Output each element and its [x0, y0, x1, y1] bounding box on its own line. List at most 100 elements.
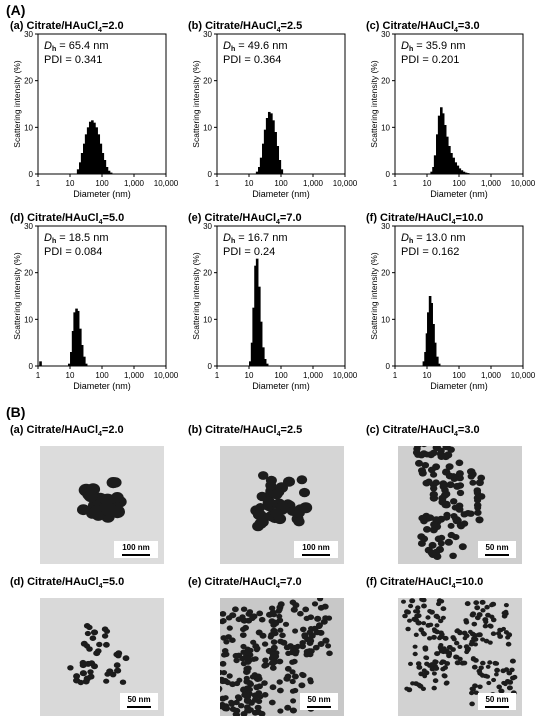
bar [274, 132, 277, 174]
nanoparticle [500, 668, 506, 674]
nanoparticle [475, 479, 484, 487]
bar [80, 345, 84, 366]
x-tick-label: 100 [274, 179, 288, 188]
nanoparticle [410, 681, 415, 686]
nanoparticle [445, 472, 454, 480]
nanoparticle [270, 639, 278, 645]
nanoparticle [431, 685, 437, 691]
pdi-annotation: PDI = 0.162 [401, 246, 459, 258]
nanoparticle [463, 620, 470, 625]
x-tick-label: 10 [245, 179, 254, 188]
nanoparticle [413, 632, 419, 637]
chart-f-title: (f) Citrate/HAuCl4=10.0 [366, 212, 484, 227]
nanoparticle [421, 446, 427, 448]
nanoparticle [474, 509, 482, 516]
bar [454, 162, 458, 174]
nanoparticle [474, 504, 482, 511]
nanoparticle [416, 682, 422, 688]
bar [280, 169, 284, 174]
nanoparticle [220, 695, 227, 702]
x-tick-label: 100 [452, 371, 466, 380]
nanoparticle [413, 609, 418, 614]
bar [76, 310, 80, 366]
bar [270, 113, 273, 174]
nanoparticle [262, 661, 270, 668]
bar [436, 356, 439, 366]
nanoparticle [103, 641, 110, 648]
bar [95, 127, 98, 174]
nanoparticle [465, 646, 471, 651]
chart-b-title: (b) Citrate/HAuCl4=2.5 [188, 20, 303, 35]
y-tick-label: 10 [24, 123, 33, 132]
nanoparticle [87, 669, 94, 675]
nanoparticle [303, 615, 310, 622]
nanoparticle [440, 649, 447, 655]
bar [272, 120, 275, 174]
nanoparticle [479, 599, 486, 605]
nanoparticle [91, 663, 98, 670]
nanoparticle [458, 543, 467, 551]
nanoparticle [457, 523, 465, 530]
bar [101, 153, 105, 174]
nanoparticle [413, 617, 419, 623]
nanoparticle [506, 670, 513, 676]
scale-bar-d: 50 nm [120, 693, 158, 710]
nanoparticle [489, 603, 495, 608]
nanoparticle [415, 459, 423, 467]
nanoparticle [226, 625, 233, 631]
x-axis-label: Diameter (nm) [252, 189, 310, 199]
chart-c-title: (c) Citrate/HAuCl4=3.0 [366, 20, 480, 35]
nanoparticle [261, 680, 268, 686]
nanoparticle [420, 535, 429, 543]
nanoparticle [103, 678, 110, 684]
nanoparticle [122, 655, 130, 662]
nanoparticle [408, 603, 414, 609]
y-tick-label: 30 [203, 222, 212, 231]
nanoparticle [277, 627, 284, 633]
nanoparticle [255, 690, 263, 696]
bar [99, 143, 103, 174]
x-axis-label: Diameter (nm) [73, 381, 131, 391]
nanoparticle [270, 644, 278, 651]
nanoparticle [412, 644, 418, 649]
nanoparticle [490, 631, 497, 636]
nanoparticle [429, 494, 439, 502]
bar [71, 331, 75, 366]
nanoparticle [298, 682, 306, 689]
bar [263, 129, 267, 174]
nanoparticle [444, 661, 451, 666]
nanoparticle [441, 673, 447, 678]
x-tick-label: 1,000 [124, 371, 145, 380]
nanoparticle [289, 707, 297, 714]
nanoparticle [83, 675, 91, 682]
nanoparticle [423, 655, 429, 660]
nanoparticle [258, 471, 269, 480]
tem-b-title: (b) Citrate/HAuCl4=2.5 [188, 424, 303, 439]
bar [79, 162, 82, 174]
bar [97, 134, 101, 174]
nanoparticle [113, 662, 121, 669]
nanoparticle [317, 598, 324, 602]
nanoparticle [269, 609, 277, 616]
y-tick-label: 20 [24, 269, 33, 278]
nanoparticle [250, 613, 258, 620]
x-tick-label: 10,000 [511, 371, 536, 380]
nanoparticle [279, 632, 286, 639]
x-tick-label: 100 [95, 371, 109, 380]
x-tick-label: 100 [95, 179, 109, 188]
bar [422, 361, 426, 366]
nanoparticle [490, 617, 497, 623]
nanoparticle [440, 606, 447, 612]
bar [437, 115, 441, 174]
bar [88, 121, 92, 174]
nanoparticle [496, 684, 502, 690]
nanoparticle [268, 632, 275, 638]
nanoparticle [459, 660, 466, 666]
nanoparticle [220, 660, 227, 667]
nanoparticle [300, 626, 307, 633]
bar [252, 307, 255, 366]
bar [466, 173, 470, 174]
nanoparticle [501, 610, 508, 616]
nanoparticle [428, 609, 435, 615]
nanoparticle [291, 673, 299, 680]
